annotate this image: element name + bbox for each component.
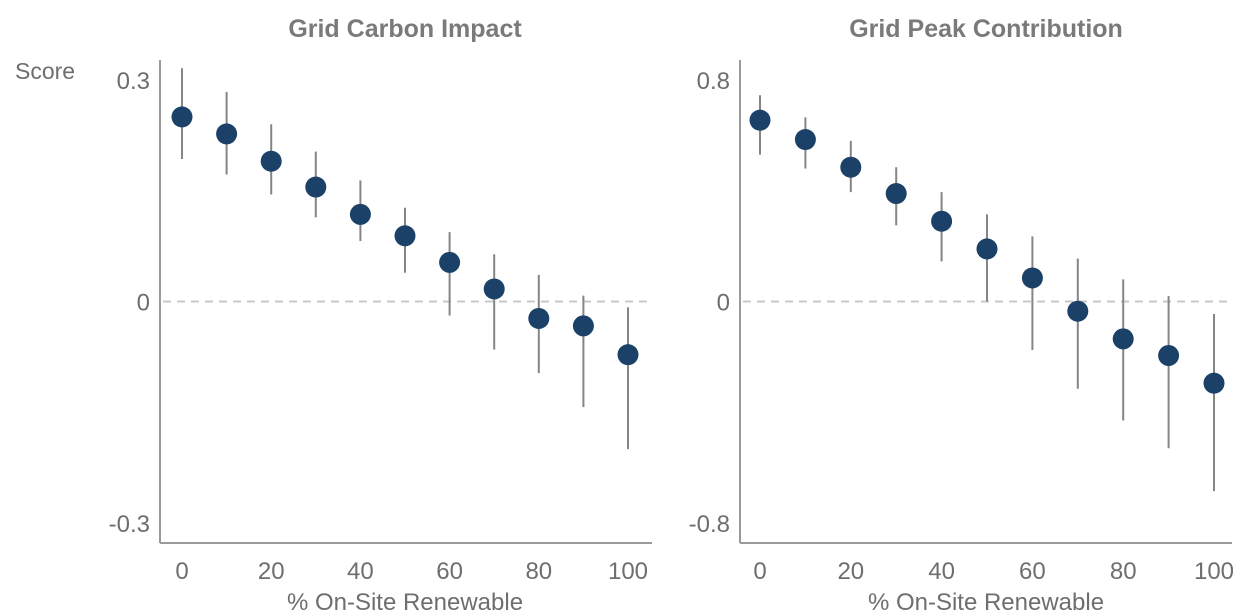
x-tick-label: 100 [608,558,648,585]
data-point [171,106,193,128]
y-tick-labels: 0.8 0 -0.8 [689,68,730,538]
data-point [794,129,816,151]
x-tick-label: 40 [347,558,374,585]
data-points [749,109,1225,394]
y-axis-label: Score [15,58,75,84]
chart-panel-grid-peak-contribution: Grid Peak Contribution % On-Site Renewab… [689,15,1234,613]
data-point [439,251,461,273]
data-point [394,225,416,247]
data-point [931,210,953,232]
x-axis-label: % On-Site Renewable [287,589,523,613]
y-tick-labels: 0.3 0 -0.3 [109,68,150,538]
data-point [1112,328,1134,350]
y-tick-label: 0.8 [697,68,730,95]
data-point [840,156,862,178]
x-tick-label: 40 [928,558,955,585]
x-tick-label: 60 [436,558,463,585]
chart-title: Grid Carbon Impact [288,15,522,43]
x-tick-label: 20 [837,558,864,585]
x-tick-labels: 0 20 40 60 80 100 [753,558,1234,585]
chart-panel-grid-carbon-impact: Grid Carbon Impact Score % On-Site Renew… [15,15,652,613]
data-point [976,238,998,260]
data-point [216,123,238,145]
y-tick-label: 0 [137,290,150,317]
chart-title: Grid Peak Contribution [849,15,1123,43]
data-point [483,278,505,300]
x-tick-labels: 0 20 40 60 80 100 [175,558,648,585]
x-tick-label: 100 [1194,558,1234,585]
x-tick-label: 20 [258,558,285,585]
x-tick-label: 60 [1019,558,1046,585]
x-axis-label: % On-Site Renewable [868,589,1104,613]
error-bars [181,68,629,450]
y-tick-label: 0 [717,290,730,317]
data-point [1021,267,1043,289]
data-point [1158,344,1180,366]
data-point [1203,372,1225,394]
y-tick-label: -0.3 [109,511,150,538]
y-tick-label: 0.3 [117,68,150,95]
data-points [171,106,639,366]
data-point [305,176,327,198]
y-tick-label: -0.8 [689,511,730,538]
data-point [572,315,594,337]
data-point [260,150,282,172]
x-tick-label: 0 [175,558,188,585]
data-point [885,183,907,205]
error-bars [759,95,1215,492]
data-point [349,203,371,225]
data-point [1067,300,1089,322]
x-tick-label: 80 [525,558,552,585]
x-tick-label: 80 [1110,558,1137,585]
x-tick-label: 0 [753,558,766,585]
data-point [528,307,550,329]
data-point [749,109,771,131]
data-point [617,344,639,366]
